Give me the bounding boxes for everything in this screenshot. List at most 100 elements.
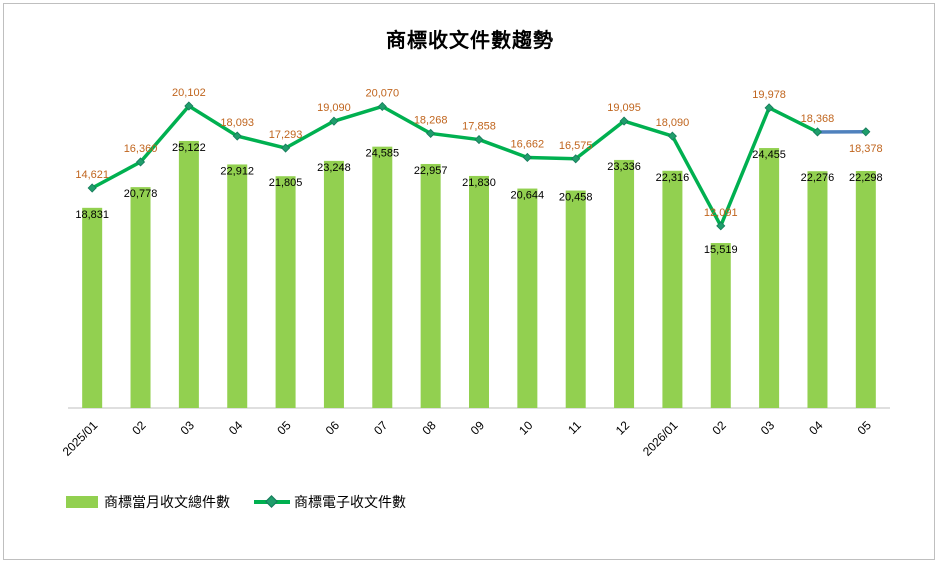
- bar-1: [130, 187, 151, 408]
- bar-label-13: 15,519: [704, 244, 738, 256]
- line-label-8: 17,858: [462, 121, 496, 133]
- line-point-11: [619, 116, 629, 126]
- line-label-5: 19,090: [317, 102, 351, 114]
- line-segment-1: [138, 104, 191, 164]
- line-label-0: 14,621: [75, 169, 109, 181]
- x-tick-label-6: 07: [371, 418, 391, 438]
- bar-label-14: 24,455: [752, 149, 786, 161]
- legend-label-bars: 商標當月收文總件數: [104, 495, 230, 511]
- line-label-14: 19,978: [752, 89, 786, 101]
- bar-label-9: 20,644: [511, 190, 545, 202]
- x-tick-label-8: 09: [468, 418, 488, 438]
- x-tick-label-15: 04: [806, 418, 826, 438]
- line-segment-11: [622, 119, 675, 138]
- x-tick-label-12: 2026/01: [640, 418, 681, 459]
- line-segment-3: [235, 134, 288, 150]
- line-point-12: [667, 131, 677, 141]
- bar-6: [372, 146, 393, 409]
- bar-12: [662, 170, 683, 408]
- x-tick-label-0: 2025/01: [60, 418, 101, 459]
- line-segment-5: [332, 104, 385, 123]
- x-tick-label-7: 08: [419, 418, 439, 438]
- line-point-2: [184, 101, 194, 111]
- line-point-7: [426, 128, 436, 139]
- x-tick-label-5: 06: [323, 418, 343, 438]
- line-point-16: [861, 127, 871, 137]
- line-point-3: [232, 131, 242, 141]
- line-label-16: 18,378: [849, 143, 883, 155]
- line-point-8: [474, 135, 484, 145]
- line-label-4: 17,293: [269, 129, 303, 141]
- x-tick-label-11: 12: [613, 418, 633, 438]
- line-point-5: [329, 116, 339, 126]
- line-point-9: [522, 152, 532, 163]
- line-label-2: 20,102: [172, 87, 206, 99]
- line-segment-7: [428, 131, 481, 142]
- line-segment-8: [477, 137, 530, 160]
- line-segment-2: [187, 104, 239, 138]
- bar-8: [469, 175, 489, 408]
- bar-7: [420, 163, 441, 408]
- x-tick-label-1: 02: [129, 418, 149, 438]
- line-segment-0: [90, 160, 143, 190]
- x-tick-label-13: 02: [710, 418, 730, 438]
- chart-title: 商標收文件數趨勢: [386, 28, 554, 52]
- x-tick-label-14: 03: [758, 418, 778, 438]
- line-label-15: 18,368: [801, 113, 835, 125]
- line-label-9: 16,662: [511, 138, 545, 150]
- bar-label-11: 23,336: [607, 161, 641, 173]
- bar-9: [517, 188, 538, 408]
- line-point-14: [764, 103, 774, 113]
- bar-label-16: 22,298: [849, 172, 883, 184]
- x-tick-label-16: 05: [855, 418, 875, 438]
- line-segment-6: [380, 104, 433, 136]
- bar-4: [275, 176, 296, 408]
- bar-label-7: 22,957: [414, 165, 448, 177]
- bar-label-8: 21,830: [462, 177, 496, 189]
- line-label-3: 18,093: [220, 117, 254, 129]
- legend-label-line: 商標電子收文件數: [294, 495, 406, 511]
- bar-label-2: 25,122: [172, 142, 206, 154]
- bar-label-5: 23,248: [317, 162, 351, 174]
- x-tick-label-2: 03: [178, 418, 198, 438]
- line-label-7: 18,268: [414, 114, 448, 126]
- bar-2: [178, 140, 199, 409]
- line-segment-13: [719, 106, 771, 228]
- bar-13: [710, 243, 731, 408]
- legend-item-line: 商標電子收文件數: [254, 492, 406, 512]
- bar-10: [565, 190, 586, 408]
- bar-label-4: 21,805: [269, 177, 303, 189]
- bar-16: [855, 170, 876, 408]
- x-tick-label-4: 05: [274, 418, 294, 438]
- bar-label-15: 22,276: [801, 172, 835, 184]
- bar-0: [82, 207, 103, 408]
- line-point-1: [135, 157, 146, 167]
- line-label-10: 16,575: [559, 140, 593, 152]
- bar-label-12: 22,316: [656, 172, 690, 184]
- line-point-0: [87, 183, 97, 193]
- line-label-13: 12,091: [704, 207, 738, 219]
- bar-5: [323, 160, 344, 408]
- line-label-6: 20,070: [365, 87, 399, 99]
- line-point-4: [281, 143, 291, 153]
- line-point-10: [571, 154, 581, 164]
- x-tick-label-10: 11: [565, 418, 584, 437]
- line-segment-4: [283, 119, 336, 150]
- line-label-12: 18,090: [656, 117, 690, 129]
- bar-label-3: 22,912: [220, 165, 254, 177]
- bar-label-1: 20,778: [124, 188, 158, 200]
- line-segment-10: [573, 119, 626, 161]
- line-label-11: 19,095: [607, 102, 641, 114]
- x-tick-label-9: 10: [516, 418, 536, 438]
- bar-label-0: 18,831: [75, 209, 109, 221]
- line-point-15: [812, 127, 823, 137]
- legend-bar-swatch: [66, 496, 98, 508]
- bar-label-6: 24,585: [365, 148, 399, 160]
- bar-11: [614, 159, 635, 408]
- line-segment-9: [525, 155, 578, 161]
- line-label-1: 16,360: [124, 143, 158, 155]
- bar-14: [759, 148, 780, 409]
- bar-3: [227, 164, 248, 408]
- bar-label-10: 20,458: [559, 192, 593, 204]
